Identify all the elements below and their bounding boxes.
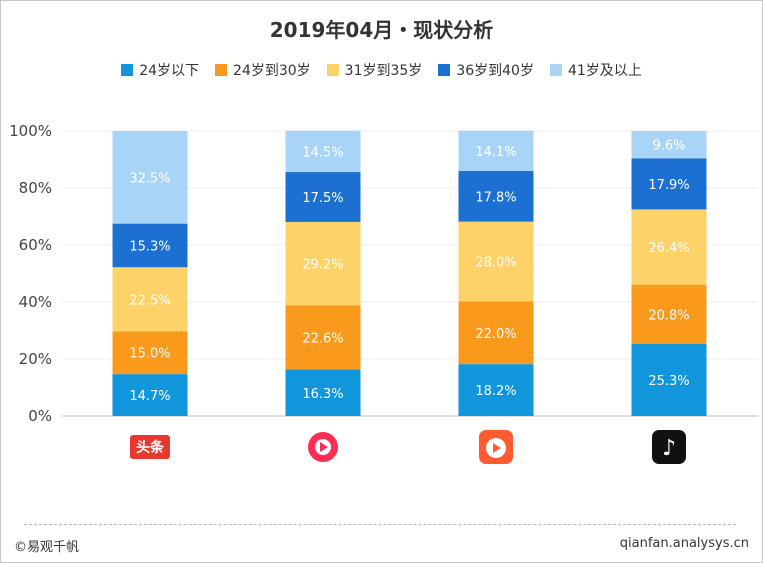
data-label: 14.7% [129,389,170,404]
y-tick-label: 0% [28,407,52,425]
bar-segment [285,305,361,370]
toutiao-logo-icon [130,435,170,459]
source-url: qianfan.analysys.cn [619,536,749,551]
data-label: 26.4% [648,241,689,256]
legend-label: 41岁及以上 [567,63,642,79]
play-glyph [320,442,328,452]
y-tick-label: 60% [19,236,52,254]
data-label: 17.8% [475,190,516,205]
legend-swatch [326,64,339,76]
legend-item: 41岁及以上 [549,60,642,80]
data-label: 17.5% [302,191,343,206]
data-label: 29.2% [302,258,343,273]
legend-label: 36岁到40岁 [456,63,534,79]
bar-segment [112,331,188,375]
legend-swatch [121,64,134,76]
data-label: 16.3% [302,387,343,402]
source-credit: ©易观千帆 [14,540,80,555]
legend-label: 24岁到30岁 [233,63,311,79]
bar-segment [285,221,361,306]
bar-segment [631,343,707,416]
legend-item: 36岁到40岁 [438,60,534,80]
legend-swatch [549,64,562,76]
legend-item: 31岁到35岁 [326,60,423,80]
bar-segment [285,369,361,416]
legend-item: 24岁到30岁 [215,60,311,80]
data-label: 22.0% [475,327,516,342]
bar-segment [112,131,188,224]
bar-segment [631,284,707,344]
data-label: 32.5% [129,171,170,186]
stacked-bar-chart: 0% 20% 40% 60% 80% 100% 14.7% 15.0% 22.5% 15.3% 32… [9,122,758,464]
data-label: 18.2% [475,384,516,399]
chart-legend: 24岁以下 24岁到30岁 31岁到35岁 36岁到40岁 41岁及以上 [0,60,763,80]
data-label: 15.0% [129,347,170,362]
bar-segment [112,374,188,416]
data-label: 22.6% [302,331,343,346]
bar-segment [285,130,361,173]
bar-segment [458,301,534,365]
legend-label: 31岁到35岁 [344,63,423,79]
bar-segment [631,158,707,210]
legend-swatch [215,64,228,76]
y-tick-label: 20% [19,350,52,368]
bar-segment [458,170,534,222]
bar-segment [112,223,188,268]
music-note-glyph: ♪ [662,436,676,461]
bar-segment [112,267,188,332]
data-label: 14.5% [302,145,343,160]
douyin-logo-icon [652,430,686,464]
data-label: 25.3% [648,374,689,389]
bar-segment [631,209,707,285]
data-label: 14.1% [475,145,516,160]
data-label: 28.0% [475,256,516,271]
data-label: 15.3% [129,239,170,254]
y-tick-label: 40% [19,293,52,311]
y-tick-label: 80% [19,179,52,197]
legend-item: 24岁以下 [121,60,199,80]
data-label: 9.6% [652,139,685,154]
play-glyph [493,443,501,453]
y-tick-label: 100% [9,122,52,140]
bar-segment [285,172,361,222]
bar-segment [458,130,534,171]
data-label: 22.5% [129,293,170,308]
footer-divider [24,524,736,525]
category-label: 头条 [136,439,165,456]
bar-segment [631,131,707,159]
legend-swatch [438,64,451,76]
bar-segment [458,221,534,302]
legend-label: 24岁以下 [139,63,200,79]
chart-title: 2019年04月・现状分析 [269,18,494,42]
data-label: 17.9% [648,178,689,193]
bar-segment [458,364,534,416]
data-label: 20.8% [648,308,689,323]
